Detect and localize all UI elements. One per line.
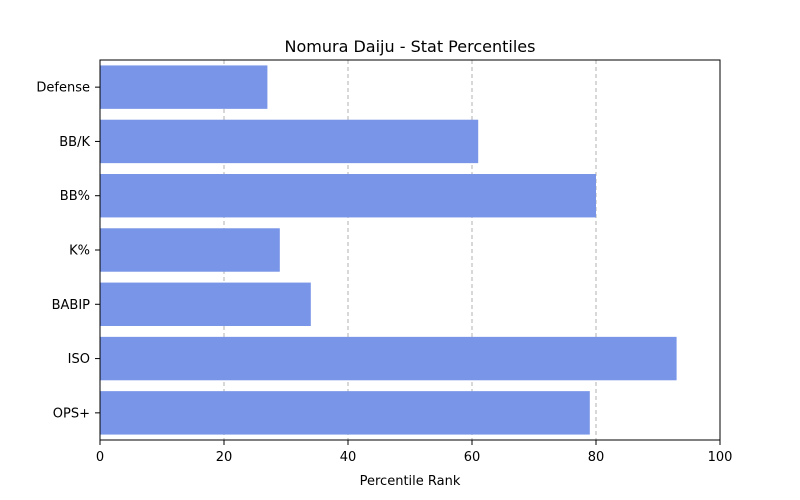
x-tick-label-60: 60	[464, 450, 481, 465]
x-tick-label-0: 0	[96, 450, 104, 465]
y-axis: Defense BB/K BB% K% BABIP ISO OPS+	[36, 81, 100, 421]
y-tick-label-0: Defense	[36, 81, 90, 96]
bar-BABIP	[100, 282, 311, 326]
chart-title: Nomura Daiju - Stat Percentiles	[285, 37, 536, 56]
y-tick-label-6: OPS+	[53, 406, 90, 421]
x-tick-label-80: 80	[588, 450, 605, 465]
x-tick-label-100: 100	[708, 450, 733, 465]
y-tick-label-2: BB%	[60, 189, 90, 204]
x-axis-label: Percentile Rank	[360, 474, 461, 489]
x-tick-label-40: 40	[340, 450, 357, 465]
bar-K%	[100, 228, 280, 272]
x-axis: 0 20 40 60 80 100	[96, 440, 733, 465]
bar-Defense	[100, 65, 268, 109]
y-tick-label-1: BB/K	[59, 135, 90, 150]
y-tick-label-3: K%	[69, 244, 90, 259]
y-tick-label-5: ISO	[68, 352, 90, 367]
bar-BB%	[100, 174, 596, 218]
x-tick-label-20: 20	[216, 450, 233, 465]
y-tick-label-4: BABIP	[52, 298, 91, 313]
bar-ISO	[100, 336, 677, 381]
bars-group	[100, 65, 677, 435]
bar-OPS+	[100, 391, 590, 435]
bar-BB/K	[100, 119, 479, 164]
